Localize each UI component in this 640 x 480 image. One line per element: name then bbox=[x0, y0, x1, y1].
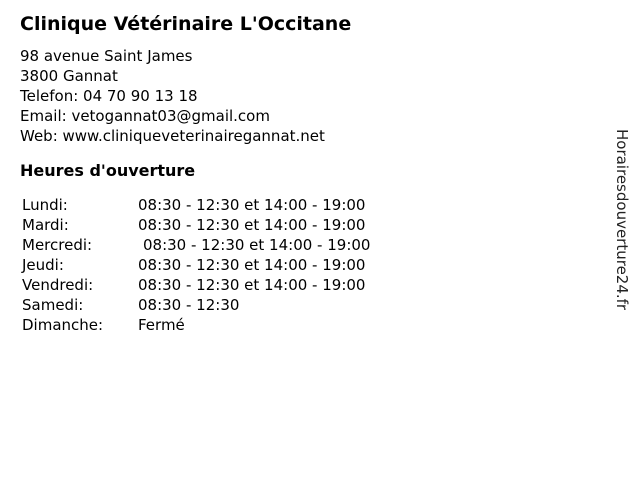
day-label: Lundi: bbox=[22, 196, 68, 214]
hours-row-sunday: Dimanche: Fermé bbox=[22, 315, 640, 335]
time-value: Fermé bbox=[138, 316, 185, 334]
day-label: Samedi: bbox=[22, 296, 84, 314]
business-name-title: Clinique Vétérinaire L'Occitane bbox=[20, 13, 352, 35]
opening-hours-table: Lundi: 08:30 - 12:30 et 14:00 - 19:00 Ma… bbox=[20, 195, 640, 335]
hours-row-monday: Lundi: 08:30 - 12:30 et 14:00 - 19:00 bbox=[22, 195, 640, 215]
time-value: 08:30 - 12:30 et 14:00 - 19:00 bbox=[138, 196, 366, 214]
phone-line: Telefon: 04 70 90 13 18 bbox=[20, 87, 198, 105]
day-label: Mardi: bbox=[22, 216, 69, 234]
contact-info: 98 avenue Saint James 3800 Gannat Telefo… bbox=[20, 46, 640, 146]
address-street: 98 avenue Saint James bbox=[20, 47, 193, 65]
hours-row-wednesday: Mercredi: 08:30 - 12:30 et 14:00 - 19:00 bbox=[22, 235, 640, 255]
day-label: Dimanche: bbox=[22, 316, 104, 334]
time-value: 08:30 - 12:30 et 14:00 - 19:00 bbox=[138, 216, 366, 234]
time-value: 08:30 - 12:30 et 14:00 - 19:00 bbox=[138, 256, 366, 274]
site-watermark: Horairesdouverture24.fr bbox=[613, 129, 631, 311]
time-value: 08:30 - 12:30 bbox=[138, 296, 240, 314]
time-value: 08:30 - 12:30 et 14:00 - 19:00 bbox=[143, 236, 371, 254]
hours-row-thursday: Jeudi: 08:30 - 12:30 et 14:00 - 19:00 bbox=[22, 255, 640, 275]
hours-row-friday: Vendredi: 08:30 - 12:30 et 14:00 - 19:00 bbox=[22, 275, 640, 295]
time-value: 08:30 - 12:30 et 14:00 - 19:00 bbox=[138, 276, 366, 294]
page-content: Clinique Vétérinaire L'Occitane 98 avenu… bbox=[20, 13, 640, 335]
hours-row-saturday: Samedi: 08:30 - 12:30 bbox=[22, 295, 640, 315]
hours-row-tuesday: Mardi: 08:30 - 12:30 et 14:00 - 19:00 bbox=[22, 215, 640, 235]
day-label: Jeudi: bbox=[22, 256, 64, 274]
opening-hours-heading: Heures d'ouverture bbox=[20, 161, 196, 180]
day-label: Vendredi: bbox=[22, 276, 94, 294]
web-line: Web: www.cliniqueveterinairegannat.net bbox=[20, 127, 325, 145]
email-line: Email: vetogannat03@gmail.com bbox=[20, 107, 270, 125]
day-label: Mercredi: bbox=[22, 236, 93, 254]
address-city: 3800 Gannat bbox=[20, 67, 118, 85]
